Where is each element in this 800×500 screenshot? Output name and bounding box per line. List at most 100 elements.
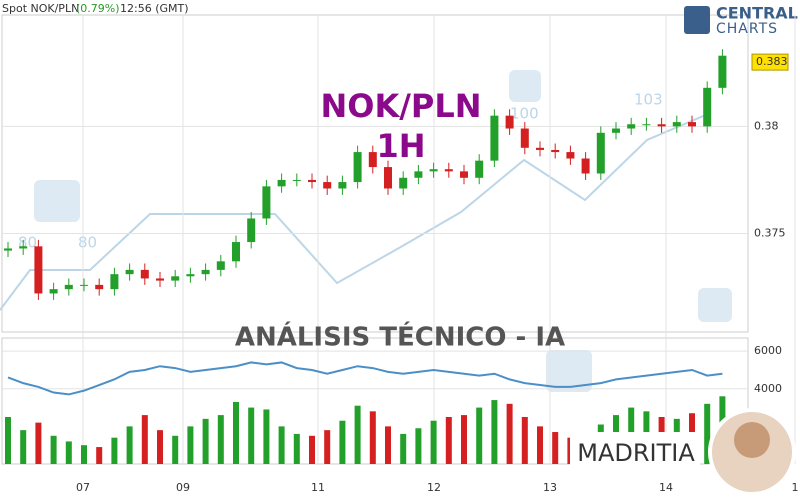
brand: CHARTS [716, 21, 778, 37]
volume-bar [111, 437, 118, 464]
y2-tick-label: 6000 [754, 344, 782, 357]
candle-body [64, 284, 73, 290]
volume-bar [5, 416, 11, 464]
volume-bar [491, 400, 498, 464]
watermark-label: 80 [18, 234, 37, 252]
candle-body [323, 182, 332, 189]
candle-body [80, 284, 88, 286]
avatar-face [734, 422, 770, 458]
candle-body [277, 179, 286, 187]
candle-body [232, 242, 240, 262]
volume-bar [339, 420, 346, 464]
candle-body [399, 177, 408, 189]
chart-subtitle: 1H [376, 127, 425, 165]
candle-body [125, 269, 134, 275]
candle-body [95, 284, 104, 290]
brand: CENTRAL [716, 4, 798, 23]
volume-bar [521, 416, 528, 464]
volume-line [7, 361, 723, 396]
candle-body [460, 171, 468, 178]
x-tick-label: 07 [76, 481, 90, 494]
volume-bar [65, 441, 72, 464]
candle-body [19, 246, 28, 249]
candle-body [338, 182, 347, 189]
last-price-box [751, 53, 789, 71]
candle-body [688, 122, 696, 127]
volume-bar [187, 426, 194, 464]
candle-body [49, 289, 58, 294]
candle-body [34, 246, 43, 294]
candle-body [718, 55, 727, 88]
volume-bar [552, 432, 559, 464]
y-tick-label: 0.375 [754, 226, 786, 239]
volume-bar [141, 415, 148, 464]
volume-bar [278, 426, 285, 464]
candle-body [156, 278, 164, 281]
last-price-label: 0.383 [756, 55, 788, 68]
volume-bar [324, 430, 331, 464]
volume-bar [293, 433, 300, 464]
candle-body [566, 152, 575, 159]
watermark-label: 80 [78, 234, 97, 252]
volume-bar [506, 403, 513, 464]
x-tick-label: 14 [659, 481, 673, 494]
candle-body [353, 152, 362, 183]
volume-bar [354, 405, 361, 464]
volume-bar [217, 415, 224, 464]
watermark [0, 70, 732, 392]
volume-bar [126, 426, 133, 464]
candle-body [475, 160, 484, 178]
candle-body [505, 115, 514, 129]
x-tick-label: 13 [543, 481, 557, 494]
volume-bar [400, 433, 407, 464]
candle-body [536, 147, 544, 150]
price-panel [1, 14, 749, 333]
banner: ANÁLISIS TÉCNICO - IA [235, 321, 565, 353]
volume-bar [476, 407, 483, 464]
candle-body [672, 122, 681, 127]
volume-bar [81, 445, 87, 464]
volume-bar [445, 416, 452, 464]
candle-body [262, 186, 271, 219]
volume-bar [35, 422, 42, 464]
volume-bar [537, 426, 543, 464]
volume-bar [309, 435, 315, 464]
watermark-label: 103 [634, 91, 663, 109]
volume-bar [50, 435, 57, 464]
candle-body [444, 169, 453, 172]
candle-body [292, 179, 301, 181]
volume-bar [461, 415, 467, 464]
candle-body [429, 169, 438, 172]
volume-bar [415, 428, 422, 464]
candle-body [368, 152, 377, 168]
candle-body [171, 276, 180, 281]
x-tick-label: 11 [311, 481, 325, 494]
candle-body [596, 132, 605, 174]
volume-bar [20, 430, 27, 464]
brand-logo [684, 6, 710, 34]
candle-body [216, 261, 225, 270]
candle-body [247, 218, 256, 243]
candle-body [308, 179, 316, 183]
change: (0.79%) [76, 2, 120, 15]
candle-body [520, 128, 529, 148]
instrument: Spot NOK/PLN [2, 2, 79, 15]
x-tick-label: 12 [427, 481, 441, 494]
volume-bar [430, 420, 437, 464]
candle-body [490, 115, 499, 161]
candle-body [551, 149, 560, 153]
volume-bar [263, 409, 270, 464]
x-tick-label: 09 [176, 481, 190, 494]
volume-bar [248, 407, 255, 464]
candle-body [612, 128, 620, 133]
volume-bar [202, 418, 209, 464]
volume-bar [157, 430, 163, 464]
candle-body [201, 269, 210, 275]
volume-bar [385, 426, 391, 464]
chart-title: NOK/PLN [320, 87, 481, 125]
volume-bar [96, 447, 103, 464]
candle-body [384, 167, 392, 189]
y2-tick-label: 4000 [754, 382, 782, 395]
candle-body [140, 269, 149, 279]
